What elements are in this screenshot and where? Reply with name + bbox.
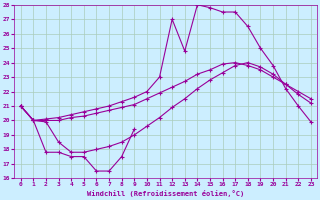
X-axis label: Windchill (Refroidissement éolien,°C): Windchill (Refroidissement éolien,°C) [87,190,244,197]
